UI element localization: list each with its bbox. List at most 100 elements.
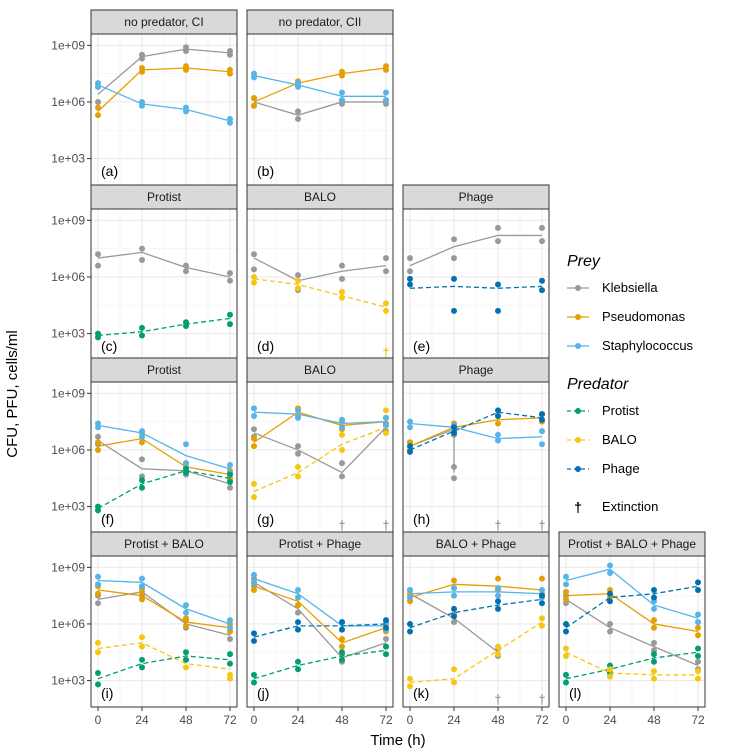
- panel-label: (l): [569, 685, 581, 701]
- series-line-klebsiella: [253, 581, 387, 659]
- data-point-pseudomonas: [339, 68, 345, 75]
- data-point-phage: [495, 605, 501, 612]
- data-point-protist: [95, 330, 101, 337]
- data-point-klebsiella: [183, 44, 189, 51]
- series-line-staphylococcus: [253, 74, 386, 97]
- data-point-pseudomonas: [95, 439, 101, 446]
- data-point-staphylococcus: [139, 428, 145, 435]
- panel-8: Protist + BALO (i) 1e+03 1e+06 1e+09 0 24 48 72: [51, 531, 238, 727]
- data-point-protist: [651, 651, 657, 658]
- data-point-staphylococcus: [183, 441, 189, 448]
- data-point-pseudomonas: [95, 590, 101, 597]
- data-point-protist: [227, 660, 233, 667]
- data-point-protist: [139, 664, 145, 671]
- data-point-protist: [183, 465, 189, 472]
- series-line-balo: [253, 426, 387, 493]
- data-point-protist: [695, 645, 701, 652]
- data-point-phage: [407, 448, 413, 455]
- panel-label: (f): [101, 511, 114, 527]
- series-line-staphylococcus: [97, 579, 231, 625]
- data-point-pseudomonas: [563, 596, 569, 603]
- data-point-pseudomonas: [139, 439, 145, 446]
- data-point-balo: [339, 446, 345, 453]
- data-point-phage: [451, 429, 457, 436]
- panel-strip: [402, 357, 550, 383]
- x-tick-label: 72: [379, 713, 393, 727]
- data-point-balo: [251, 273, 257, 280]
- panel-9: Protist + Phage (j) 0 24 48 72: [246, 531, 394, 727]
- panel-label: (j): [257, 685, 269, 701]
- data-point-phage: [339, 626, 345, 633]
- data-point-phage: [539, 287, 545, 294]
- data-point-protist: [139, 332, 145, 339]
- panel-strip: [246, 9, 394, 35]
- data-point-klebsiella: [227, 636, 233, 643]
- data-point-balo: [607, 673, 613, 680]
- data-point-klebsiella: [451, 236, 457, 243]
- series-line-protist: [565, 651, 699, 680]
- series-line-phage: [253, 623, 387, 638]
- x-tick-label: 48: [491, 713, 505, 727]
- data-point-phage: [607, 598, 613, 605]
- data-point-balo: [383, 407, 389, 414]
- series-line-pseudomonas: [97, 437, 231, 476]
- series-line-klebsiella: [97, 591, 231, 636]
- data-point-pseudomonas: [183, 622, 189, 629]
- data-point-protist: [563, 679, 569, 686]
- data-point-staphylococcus: [227, 462, 233, 469]
- data-point-staphylococcus: [95, 573, 101, 580]
- data-point-staphylococcus: [451, 585, 457, 592]
- data-point-klebsiella: [607, 628, 613, 635]
- data-point-staphylococcus: [251, 405, 257, 412]
- data-point-staphylococcus: [407, 418, 413, 425]
- data-point-pseudomonas: [139, 64, 145, 71]
- data-point-klebsiella: [139, 456, 145, 463]
- panel-strip-title: Protist + BALO: [124, 537, 204, 551]
- x-tick-label: 24: [603, 713, 617, 727]
- data-point-klebsiella: [295, 272, 301, 279]
- data-point-staphylococcus: [563, 581, 569, 588]
- data-point-phage: [539, 592, 545, 599]
- data-point-protist: [183, 656, 189, 663]
- data-point-phage: [539, 416, 545, 423]
- data-point-phage: [451, 307, 457, 314]
- data-point-staphylococcus: [295, 80, 301, 87]
- series-line-staphylococcus: [409, 422, 543, 440]
- legend-title-predator: Predator: [567, 376, 629, 393]
- series-line-pseudomonas: [409, 417, 543, 447]
- series-line-balo: [253, 278, 387, 308]
- data-point-balo: [339, 294, 345, 301]
- panel-11: Protist + BALO + Phage (l) 0 24 48 72: [558, 531, 706, 727]
- data-point-klebsiella: [695, 658, 701, 665]
- data-point-balo: [295, 285, 301, 292]
- extinction-marker: †: [538, 692, 545, 707]
- data-point-phage: [251, 630, 257, 637]
- data-point-staphylococcus: [139, 433, 145, 440]
- data-point-klebsiella: [495, 224, 501, 231]
- data-point-staphylococcus: [495, 437, 501, 444]
- data-point-phage: [563, 628, 569, 635]
- data-point-balo: [651, 668, 657, 675]
- data-point-protist: [183, 319, 189, 326]
- series-line-protist: [97, 317, 231, 337]
- data-point-balo: [295, 473, 301, 480]
- data-point-balo: [695, 675, 701, 682]
- extinction-marker: †: [338, 518, 345, 533]
- data-point-pseudomonas: [295, 602, 301, 609]
- y-tick-label: 1e+09: [51, 386, 85, 400]
- data-point-staphylococcus: [495, 431, 501, 438]
- data-point-staphylococcus: [251, 412, 257, 419]
- data-point-klebsiella: [295, 450, 301, 457]
- data-point-pseudomonas: [695, 624, 701, 631]
- data-point-phage: [495, 281, 501, 288]
- data-point-protist: [227, 321, 233, 328]
- series-line-pseudomonas: [565, 593, 699, 633]
- data-point-staphylococcus: [95, 581, 101, 588]
- data-point-phage: [563, 620, 569, 627]
- data-point-balo: [563, 653, 569, 660]
- data-point-balo: [139, 634, 145, 641]
- panel-2: Protist (c) 1e+03 1e+06 1e+09: [51, 184, 238, 363]
- legend-key-extinction: †: [574, 499, 582, 515]
- data-point-klebsiella: [251, 426, 257, 433]
